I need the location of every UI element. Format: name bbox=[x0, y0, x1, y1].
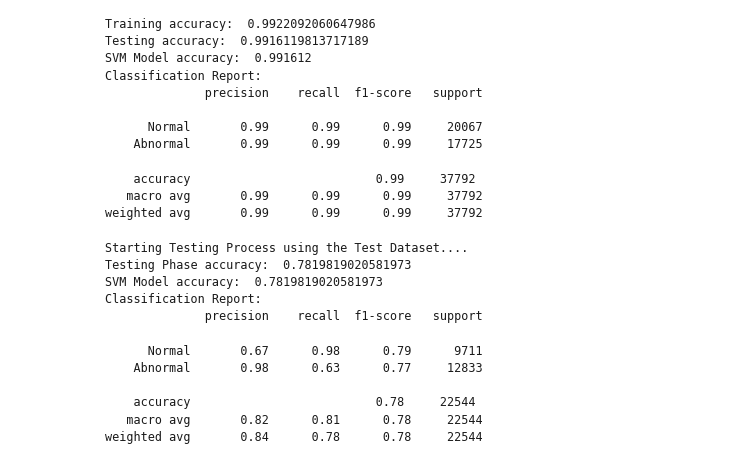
Text: Classification Report:: Classification Report: bbox=[105, 293, 262, 306]
Text: precision    recall  f1-score   support: precision recall f1-score support bbox=[105, 87, 483, 100]
Text: Normal       0.99      0.99      0.99     20067: Normal 0.99 0.99 0.99 20067 bbox=[105, 121, 483, 134]
Text: Normal       0.67      0.98      0.79      9711: Normal 0.67 0.98 0.79 9711 bbox=[105, 345, 483, 358]
Text: Training accuracy:  0.9922092060647986: Training accuracy: 0.9922092060647986 bbox=[105, 18, 376, 31]
Text: weighted avg       0.84      0.78      0.78     22544: weighted avg 0.84 0.78 0.78 22544 bbox=[105, 431, 483, 444]
Text: SVM Model accuracy:  0.7819819020581973: SVM Model accuracy: 0.7819819020581973 bbox=[105, 276, 383, 289]
Text: Testing accuracy:  0.9916119813717189: Testing accuracy: 0.9916119813717189 bbox=[105, 35, 368, 48]
Text: precision    recall  f1-score   support: precision recall f1-score support bbox=[105, 310, 483, 323]
Text: Abnormal       0.99      0.99      0.99     17725: Abnormal 0.99 0.99 0.99 17725 bbox=[105, 139, 483, 151]
Text: Classification Report:: Classification Report: bbox=[105, 70, 262, 82]
Text: accuracy                          0.99     37792: accuracy 0.99 37792 bbox=[105, 173, 475, 186]
Text: macro avg       0.99      0.99      0.99     37792: macro avg 0.99 0.99 0.99 37792 bbox=[105, 190, 483, 203]
Text: macro avg       0.82      0.81      0.78     22544: macro avg 0.82 0.81 0.78 22544 bbox=[105, 414, 483, 427]
Text: Starting Testing Process using the Test Dataset....: Starting Testing Process using the Test … bbox=[105, 241, 469, 255]
Text: weighted avg       0.99      0.99      0.99     37792: weighted avg 0.99 0.99 0.99 37792 bbox=[105, 207, 483, 220]
Text: accuracy                          0.78     22544: accuracy 0.78 22544 bbox=[105, 396, 475, 410]
Text: Testing Phase accuracy:  0.7819819020581973: Testing Phase accuracy: 0.78198190205819… bbox=[105, 259, 411, 272]
Text: Abnormal       0.98      0.63      0.77     12833: Abnormal 0.98 0.63 0.77 12833 bbox=[105, 362, 483, 375]
Text: SVM Model accuracy:  0.991612: SVM Model accuracy: 0.991612 bbox=[105, 53, 311, 65]
